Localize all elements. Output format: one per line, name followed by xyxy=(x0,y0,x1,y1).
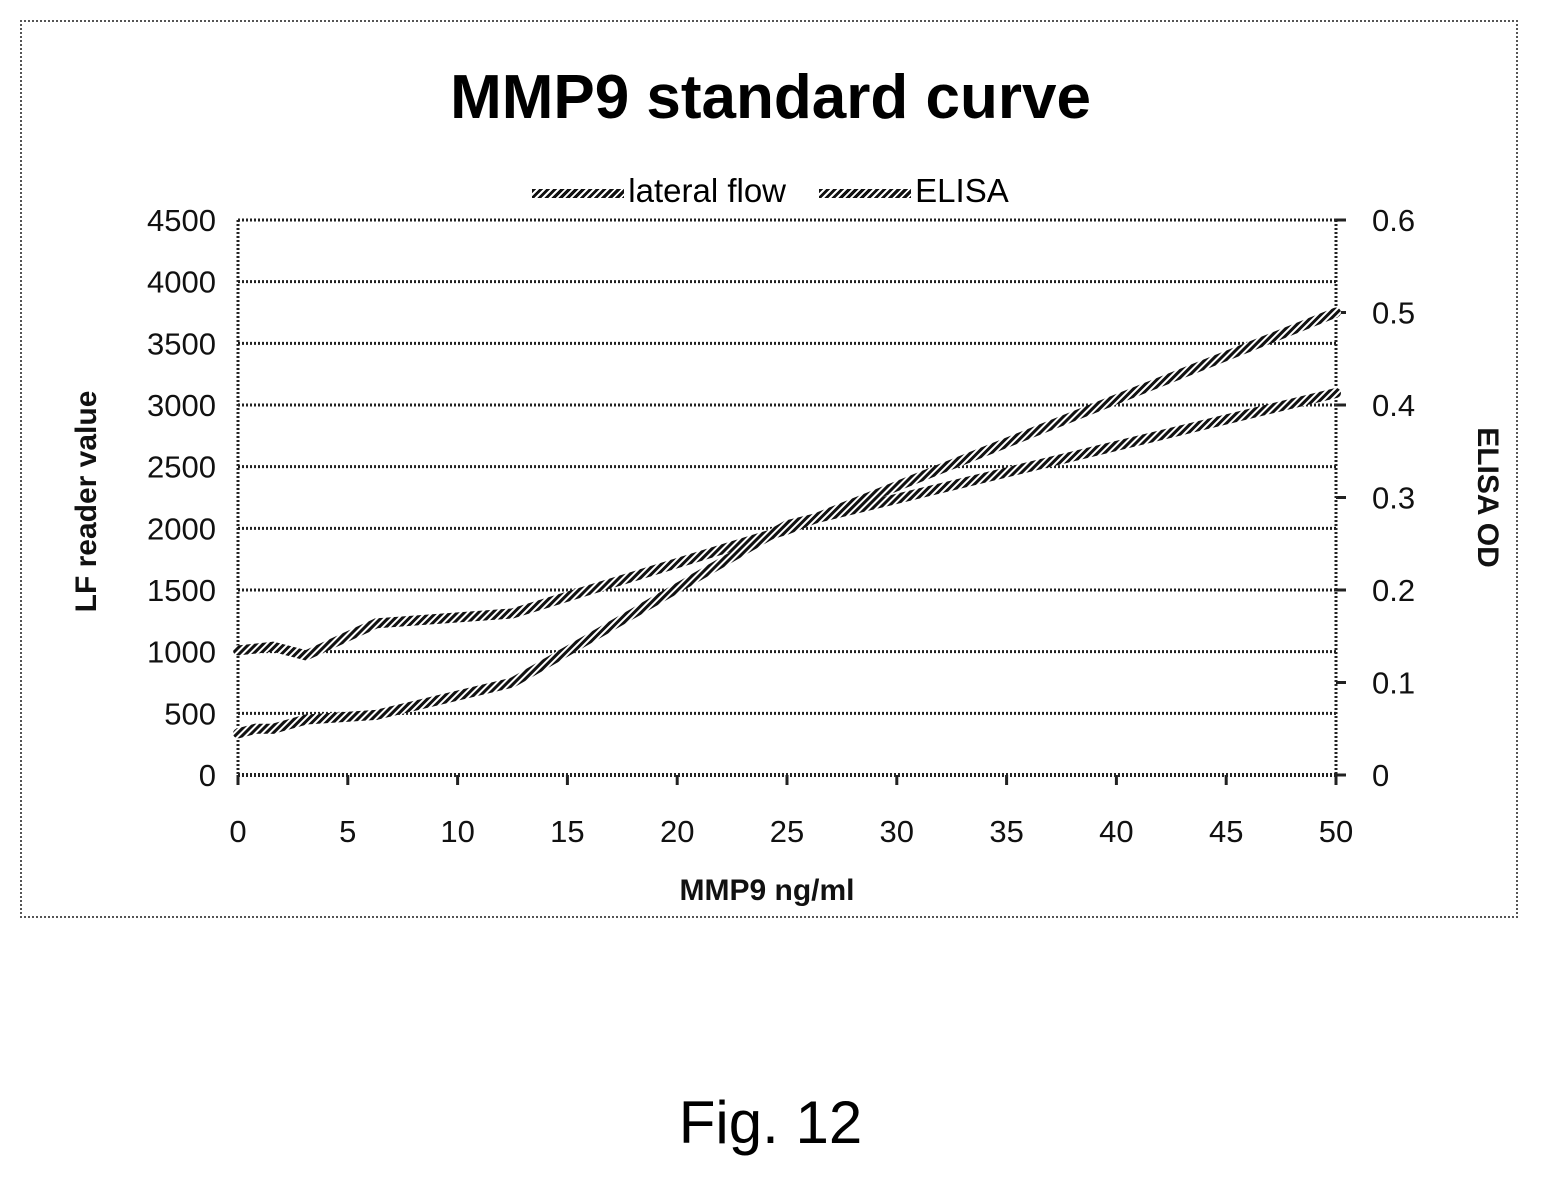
series-line-lateral-flow xyxy=(237,307,1338,661)
data-point-lateral-flow xyxy=(371,618,382,629)
y-tick-label: 2500 xyxy=(147,450,216,485)
data-point-lateral-flow xyxy=(233,645,243,656)
legend-item-elisa: ELISA xyxy=(819,172,1009,210)
data-point-elisa xyxy=(1331,387,1341,398)
chart-legend: lateral flow ELISA xyxy=(0,172,1541,210)
chart-title: MMP9 standard curve xyxy=(450,63,1091,132)
legend-item-lateral-flow: lateral flow xyxy=(532,172,786,210)
x-tick-label: 35 xyxy=(989,814,1023,849)
data-point-elisa xyxy=(507,677,518,688)
y-axis-title: LF reader value xyxy=(70,391,103,613)
x-axis-title: MMP9 ng/ml xyxy=(679,874,854,907)
y-tick-label: 4000 xyxy=(147,265,216,300)
y2-tick-label: 0.4 xyxy=(1372,388,1415,423)
x-tick-label: 0 xyxy=(229,814,246,849)
data-point-elisa xyxy=(301,714,312,725)
x-tick-label: 50 xyxy=(1319,814,1353,849)
y2-tick-label: 0.5 xyxy=(1372,296,1415,331)
data-point-lateral-flow xyxy=(268,641,279,652)
y-tick-label: 2000 xyxy=(147,511,216,546)
legend-label-lateral-flow: lateral flow xyxy=(628,172,786,209)
y2-tick-label: 0 xyxy=(1372,758,1389,793)
y-tick-label: 500 xyxy=(164,696,216,731)
x-tick-label: 45 xyxy=(1209,814,1243,849)
data-point-lateral-flow xyxy=(507,608,518,619)
y-tick-label: 0 xyxy=(199,758,216,793)
y2-tick-label: 0.1 xyxy=(1372,666,1415,701)
x-tick-label: 30 xyxy=(880,814,914,849)
figure-caption: Fig. 12 xyxy=(678,1089,863,1156)
x-tick-label: 25 xyxy=(770,814,804,849)
legend-swatch-elisa xyxy=(819,188,912,198)
x-tick-label: 10 xyxy=(440,814,474,849)
data-point-lateral-flow xyxy=(1331,307,1341,318)
legend-label-elisa: ELISA xyxy=(915,172,1009,209)
data-point-elisa xyxy=(268,723,279,734)
x-tick-label: 5 xyxy=(339,814,356,849)
legend-swatch-lateral-flow xyxy=(532,188,625,198)
data-point-elisa xyxy=(371,709,382,720)
y2-tick-label: 0.6 xyxy=(1372,203,1415,238)
data-point-lateral-flow xyxy=(301,650,312,661)
x-tick-label: 20 xyxy=(660,814,694,849)
chart-frame xyxy=(20,20,1518,918)
series-line-elisa xyxy=(236,388,1338,739)
data-point-elisa xyxy=(233,728,243,739)
data-point-elisa xyxy=(782,520,792,531)
y2-tick-label: 0.3 xyxy=(1372,481,1415,516)
data-point-elisa xyxy=(250,723,261,734)
y-tick-label: 3500 xyxy=(147,326,216,361)
x-tick-label: 15 xyxy=(550,814,584,849)
y2-axis-title: ELISA OD xyxy=(1471,427,1504,568)
y-tick-label: 3000 xyxy=(147,388,216,423)
y-tick-label: 1000 xyxy=(147,635,216,670)
x-tick-label: 40 xyxy=(1099,814,1133,849)
y-tick-label: 1500 xyxy=(147,573,216,608)
y2-tick-label: 0.2 xyxy=(1372,573,1415,608)
y-tick-label: 4500 xyxy=(147,203,216,238)
